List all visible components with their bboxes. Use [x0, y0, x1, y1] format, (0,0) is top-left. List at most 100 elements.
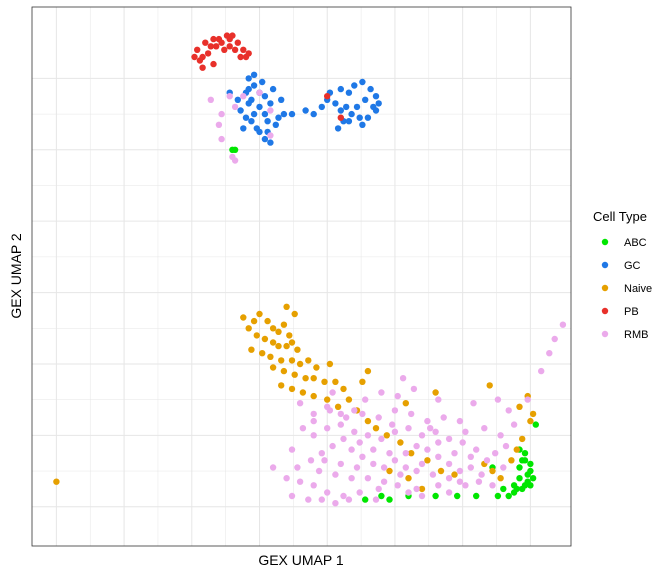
point-abc	[500, 485, 507, 493]
point-rmb	[462, 428, 469, 435]
point-rmb	[348, 446, 355, 453]
point-naive	[397, 439, 404, 446]
point-gc	[359, 121, 366, 128]
point-pb	[210, 35, 217, 43]
point-rmb	[288, 446, 296, 453]
point-rmb	[462, 482, 469, 489]
point-gc	[364, 114, 372, 121]
point-naive	[278, 382, 285, 389]
point-rmb	[324, 489, 331, 496]
point-abc	[231, 146, 239, 153]
point-rmb	[391, 428, 399, 435]
point-pb	[221, 46, 228, 53]
point-pb	[215, 35, 223, 43]
point-naive	[302, 375, 309, 382]
point-naive	[310, 392, 317, 400]
point-rmb	[435, 396, 442, 403]
point-rmb	[413, 442, 420, 450]
point-pb	[223, 32, 231, 39]
point-abc	[529, 475, 537, 482]
point-naive	[278, 357, 285, 364]
point-rmb	[435, 482, 442, 489]
point-gc	[356, 114, 363, 121]
point-rmb	[305, 496, 312, 503]
point-naive	[364, 417, 372, 425]
point-naive	[288, 357, 296, 364]
point-rmb	[413, 467, 420, 475]
point-gc	[367, 85, 374, 93]
point-rmb	[315, 467, 323, 475]
point-gc	[272, 121, 279, 128]
point-abc	[432, 492, 439, 500]
legend-items: ABC GC Naive PB RMB	[601, 237, 652, 341]
point-rmb	[483, 457, 491, 464]
point-naive	[529, 410, 537, 418]
point-naive	[359, 378, 366, 385]
point-rmb	[397, 471, 404, 478]
point-rmb	[497, 432, 504, 439]
point-rmb	[207, 96, 214, 104]
point-rmb	[340, 435, 347, 443]
point-rmb	[269, 464, 277, 471]
point-naive	[424, 457, 431, 464]
point-gc	[345, 89, 353, 96]
point-naive	[250, 317, 258, 325]
point-rmb	[510, 421, 518, 428]
point-rmb	[429, 471, 437, 478]
point-gc	[253, 125, 260, 132]
point-gc	[259, 78, 266, 86]
point-abc	[494, 492, 502, 500]
point-rmb	[348, 475, 355, 482]
point-gc	[375, 100, 382, 107]
point-naive	[275, 342, 282, 350]
point-rmb	[389, 421, 396, 428]
series-pb	[191, 32, 344, 121]
point-naive	[294, 346, 301, 353]
point-rmb	[321, 457, 328, 464]
point-abc	[516, 464, 523, 471]
point-naive	[310, 375, 317, 382]
point-abc	[527, 467, 534, 475]
point-naive	[261, 335, 269, 343]
point-rmb	[546, 350, 553, 357]
point-rmb	[351, 428, 358, 435]
point-pb	[191, 53, 198, 61]
point-abc	[454, 492, 461, 500]
point-naive	[516, 403, 523, 410]
point-pb	[245, 50, 252, 57]
point-abc	[527, 460, 534, 468]
data-points	[53, 32, 567, 507]
point-naive	[383, 432, 390, 439]
point-rmb	[386, 450, 393, 457]
point-rmb	[337, 410, 344, 418]
point-rmb	[445, 489, 453, 496]
legend-label-naive: Naive	[624, 283, 652, 295]
point-rmb	[362, 396, 369, 403]
point-rmb	[440, 414, 447, 421]
point-pb	[324, 93, 331, 100]
point-rmb	[337, 460, 344, 468]
point-naive	[296, 360, 304, 368]
point-rmb	[294, 464, 301, 471]
point-rmb	[326, 407, 334, 414]
point-naive	[527, 417, 534, 425]
point-rmb	[296, 400, 304, 407]
point-gc	[267, 100, 274, 107]
point-rmb	[345, 496, 353, 503]
point-gc	[275, 114, 282, 121]
point-rmb	[340, 492, 347, 500]
point-pb	[234, 39, 241, 46]
point-rmb	[424, 417, 431, 425]
point-pb	[231, 46, 239, 53]
point-naive	[372, 425, 380, 432]
point-rmb	[332, 500, 339, 507]
point-rmb	[351, 407, 358, 414]
point-rmb	[310, 432, 317, 439]
point-naive	[240, 314, 247, 321]
point-abc	[516, 475, 523, 482]
point-rmb	[380, 464, 388, 471]
point-gc	[280, 110, 288, 118]
point-rmb	[324, 425, 331, 432]
